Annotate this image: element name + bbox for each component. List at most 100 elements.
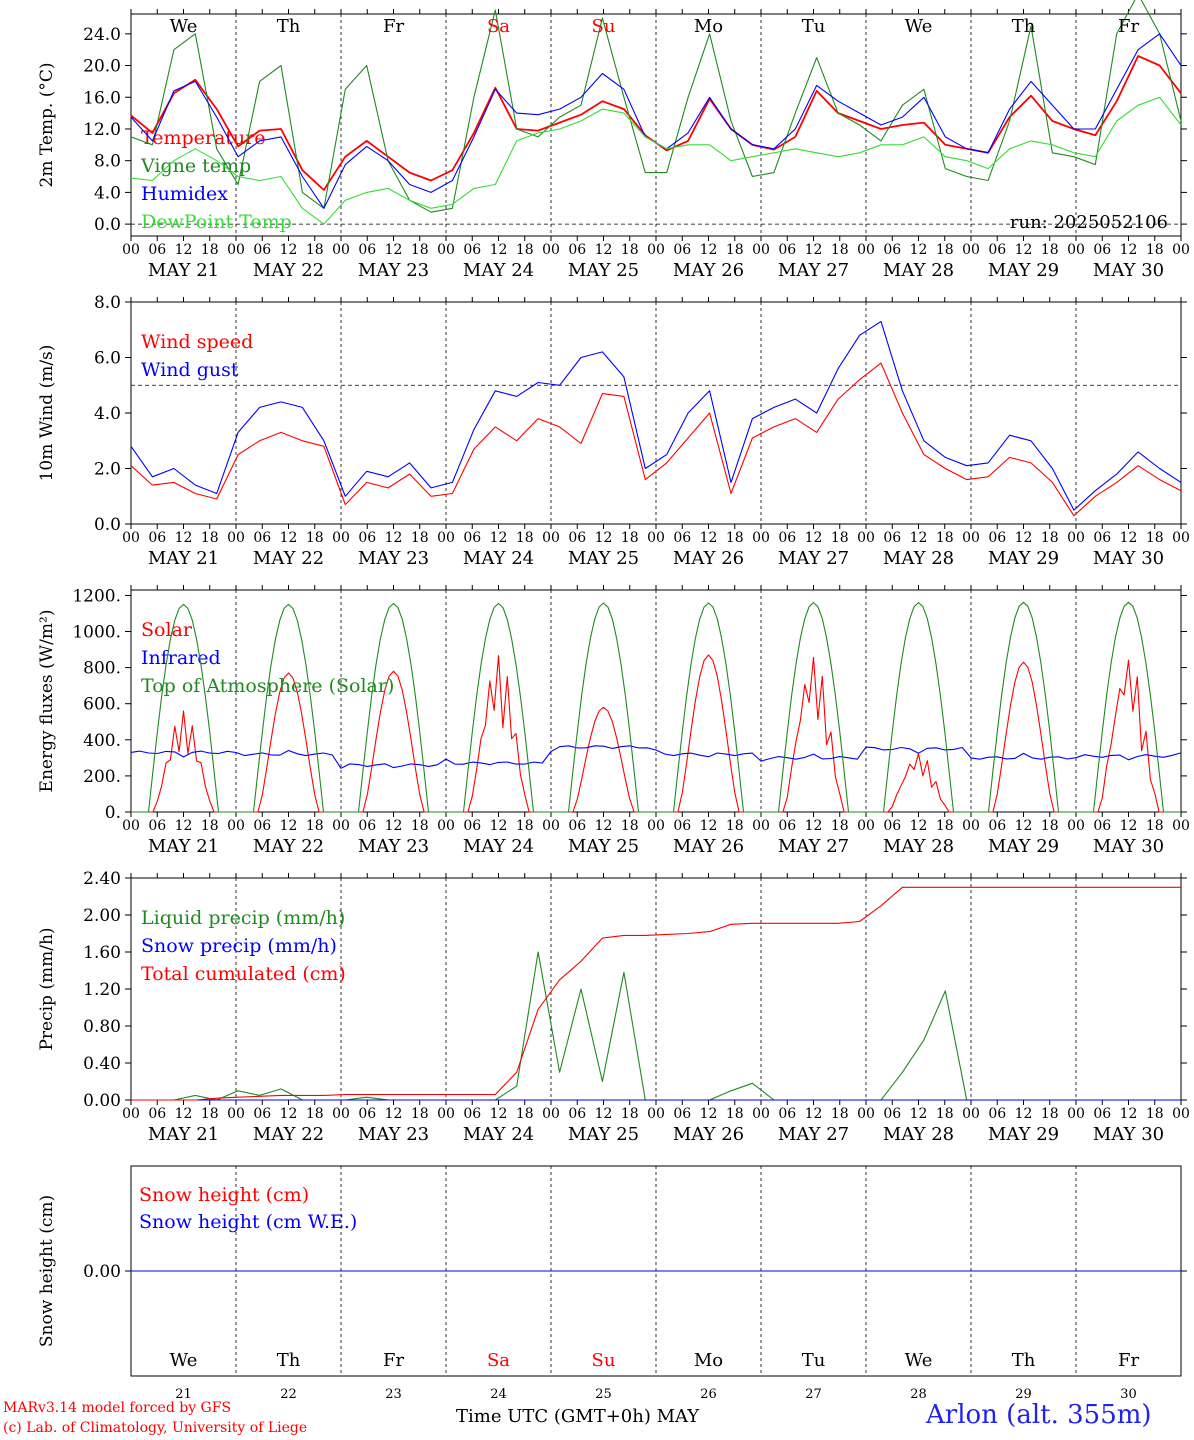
hour-tick-label: 18 xyxy=(621,242,639,258)
y-tick-label: 16.0 xyxy=(83,88,121,108)
hour-tick-label: 06 xyxy=(148,530,166,546)
y-tick-label: 8.0 xyxy=(94,152,121,172)
date-label: MAY 28 xyxy=(883,548,954,569)
hour-tick-label: 12 xyxy=(700,818,718,834)
legend-entry: Temperature xyxy=(141,127,265,149)
series-line xyxy=(130,0,1182,213)
hour-tick-label: 06 xyxy=(673,1106,691,1122)
y-tick-label: 2.40 xyxy=(83,869,121,889)
hour-tick-label: 06 xyxy=(568,818,586,834)
hour-tick-label: 00 xyxy=(1067,1106,1085,1122)
hour-tick-label: 12 xyxy=(595,530,613,546)
hour-tick-label: 18 xyxy=(306,530,324,546)
date-label: MAY 24 xyxy=(463,548,534,569)
day-number-label: 26 xyxy=(700,1387,717,1402)
panel-1: 0.0 4.0 8.0 12.0 16.0 20.0 24.0 2m Temp. (°C) 00… xyxy=(37,0,1190,281)
hour-tick-label: 18 xyxy=(936,1106,954,1122)
legend-entry: Vigne temp xyxy=(140,155,251,177)
series-line xyxy=(130,362,1182,517)
date-label: MAY 23 xyxy=(358,836,429,857)
date-label: MAY 30 xyxy=(1093,836,1164,857)
hour-tick-label: 06 xyxy=(988,1106,1006,1122)
legend-entry: Snow height (cm) xyxy=(139,1184,309,1206)
hour-tick-label: 06 xyxy=(463,530,481,546)
hour-tick-label: 18 xyxy=(411,530,429,546)
y-tick-label: 0.0 xyxy=(94,215,121,235)
legend-entry: Wind speed xyxy=(141,331,253,353)
hour-tick-label: 06 xyxy=(148,818,166,834)
panel-5: 0.00 Snow height (cm) Snow height (cm) Snow… xyxy=(37,1165,1187,1402)
date-label: MAY 24 xyxy=(463,1124,534,1145)
day-number-label: 22 xyxy=(280,1387,297,1402)
y-axis-label: 2m Temp. (°C) xyxy=(37,62,57,187)
hour-tick-label: 00 xyxy=(647,1106,665,1122)
hour-tick-label: 18 xyxy=(1146,1106,1164,1122)
hour-tick-label: 00 xyxy=(437,1106,455,1122)
date-label: MAY 27 xyxy=(778,836,849,857)
hour-tick-label: 00 xyxy=(962,530,980,546)
weekday-label: We xyxy=(170,1350,198,1371)
y-tick-label: 1.60 xyxy=(83,943,121,963)
date-label: MAY 30 xyxy=(1093,548,1164,569)
weekday-label: Sa xyxy=(487,16,510,37)
day-number-label: 27 xyxy=(805,1387,822,1402)
y-tick-label: 4.0 xyxy=(94,404,121,424)
y-tick-label: 0. xyxy=(105,803,121,823)
hour-tick-label: 06 xyxy=(358,530,376,546)
hour-tick-label: 00 xyxy=(1067,242,1085,258)
hour-tick-label: 18 xyxy=(201,818,219,834)
series-line xyxy=(131,601,1181,813)
hour-tick-label: 12 xyxy=(910,818,928,834)
hour-tick-label: 12 xyxy=(1120,530,1138,546)
hour-tick-label: 06 xyxy=(253,818,271,834)
hour-tick-label: 18 xyxy=(1041,818,1059,834)
hour-tick-label: 12 xyxy=(1015,1106,1033,1122)
hour-tick-label: 18 xyxy=(831,242,849,258)
hour-tick-label: 06 xyxy=(358,242,376,258)
hour-tick-label: 18 xyxy=(516,1106,534,1122)
hour-tick-label: 06 xyxy=(253,1106,271,1122)
y-tick-label: 12.0 xyxy=(83,120,121,140)
hour-tick-label: 12 xyxy=(910,242,928,258)
hour-tick-label: 06 xyxy=(1093,1106,1111,1122)
hour-tick-label: 00 xyxy=(437,818,455,834)
hour-tick-label: 12 xyxy=(910,530,928,546)
hour-tick-label: 06 xyxy=(358,1106,376,1122)
hour-tick-label: 00 xyxy=(332,530,350,546)
hour-tick-label: 12 xyxy=(175,818,193,834)
hour-tick-label: 00 xyxy=(962,242,980,258)
hour-tick-label: 18 xyxy=(831,530,849,546)
hour-tick-label: 06 xyxy=(673,242,691,258)
series-line xyxy=(131,886,1181,1101)
hour-tick-label: 00 xyxy=(122,818,140,834)
hour-tick-label: 12 xyxy=(280,242,298,258)
hour-tick-label: 12 xyxy=(175,1106,193,1122)
hour-tick-label: 06 xyxy=(883,530,901,546)
hour-tick-label: 12 xyxy=(1015,818,1033,834)
hour-tick-label: 12 xyxy=(805,242,823,258)
hour-tick-label: 06 xyxy=(673,818,691,834)
hour-tick-label: 18 xyxy=(201,530,219,546)
hour-tick-label: 06 xyxy=(463,1106,481,1122)
weekday-label: We xyxy=(905,1350,933,1371)
panel-3: 0. 200. 400. 600. 800. 1000. 1200. Energy fluxe… xyxy=(37,585,1190,857)
date-label: MAY 24 xyxy=(463,260,534,281)
hour-tick-label: 12 xyxy=(385,530,403,546)
y-axis-label: Snow height (cm) xyxy=(37,1195,57,1347)
date-label: MAY 29 xyxy=(988,548,1059,569)
lab-credit: (c) Lab. of Climatology, University of L… xyxy=(3,1420,308,1436)
hour-tick-label: 00 xyxy=(752,530,770,546)
y-tick-label: 24.0 xyxy=(83,25,121,45)
hour-tick-label: 06 xyxy=(988,242,1006,258)
date-label: MAY 29 xyxy=(988,836,1059,857)
hour-tick-label: 18 xyxy=(306,1106,324,1122)
date-label: MAY 26 xyxy=(673,1124,744,1145)
hour-tick-label: 06 xyxy=(253,530,271,546)
date-label: MAY 29 xyxy=(988,260,1059,281)
y-axis-label: 10m Wind (m/s) xyxy=(37,345,57,482)
weekday-label: Th xyxy=(1012,16,1036,37)
y-tick-label: 4.0 xyxy=(94,183,121,203)
y-tick-label: 800. xyxy=(83,659,121,679)
date-label: MAY 21 xyxy=(148,1124,219,1145)
